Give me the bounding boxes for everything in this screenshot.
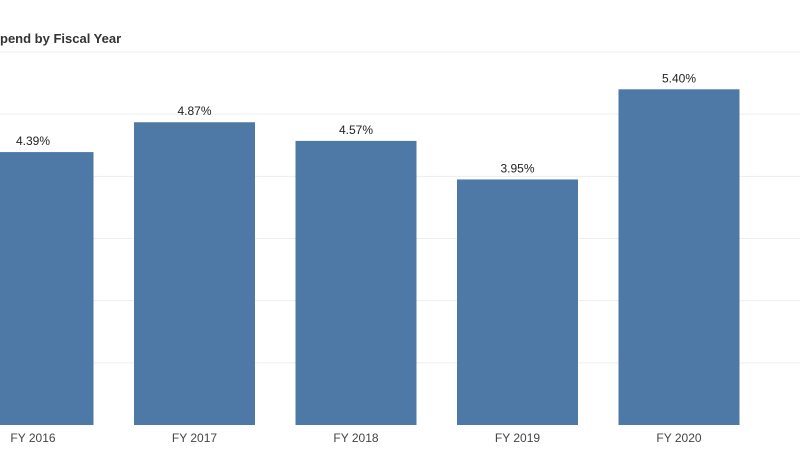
x-tick-label: FY 2016	[10, 431, 55, 445]
x-tick-label: FY 2020	[656, 431, 701, 445]
chart-title: pend by Fiscal Year	[0, 31, 122, 46]
x-tick-label: FY 2018	[333, 431, 378, 445]
x-tick-label: FY 2019	[495, 431, 540, 445]
data-label: 4.39%	[16, 134, 50, 148]
x-tick-label: FY 2017	[172, 431, 217, 445]
data-label: 4.87%	[177, 104, 211, 118]
data-label: 5.40%	[662, 71, 696, 85]
bar-fy-2017[interactable]	[134, 122, 255, 425]
data-label: 3.95%	[500, 161, 534, 175]
data-label: 4.57%	[339, 123, 373, 137]
bar-fy-2016[interactable]	[0, 152, 94, 426]
bar-fy-2018[interactable]	[295, 140, 417, 426]
bar-fy-2020[interactable]	[618, 89, 740, 426]
bar-fy-2019[interactable]	[457, 179, 578, 425]
